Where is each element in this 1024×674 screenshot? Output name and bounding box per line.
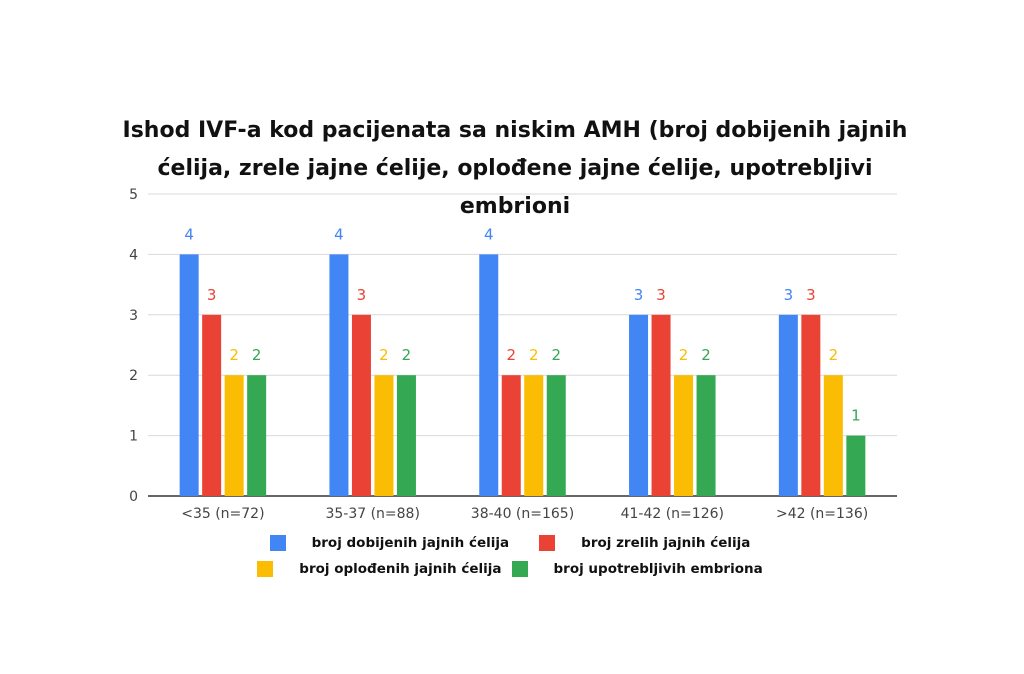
chart-title-line-1: Ishod IVF-a kod pacijenata sa niskim AMH… [122,118,908,143]
bar [479,254,499,496]
bar-data-label: 3 [357,286,367,304]
chart-title-line-2: ćelija, zrele jajne ćelije, oplođene jaj… [157,156,873,219]
legend-swatch-upotrebljivih [511,561,528,577]
bar [501,375,521,496]
bar [801,314,821,496]
bar [351,314,371,496]
bar-data-label: 4 [484,225,494,243]
legend-swatch-oplodjenih [257,561,274,577]
bar-data-label: 4 [184,225,194,243]
bar-data-label: 2 [506,346,516,364]
bar-data-label: 3 [784,286,794,304]
y-tick-label: 3 [129,308,138,324]
legend-item-zrelih[interactable]: broj zrelih jajnih ćelija [539,533,750,553]
legend-item-oplodjenih[interactable]: broj oplođenih jajnih ćelija [257,559,502,579]
bar-data-label: 3 [634,286,644,304]
bar [374,375,394,496]
bar [846,435,866,496]
y-tick-label: 1 [129,429,138,445]
legend-item-upotrebljivih[interactable]: broj upotrebljivih embriona [511,559,763,579]
bar-data-label: 2 [402,346,412,364]
y-tick-label: 0 [129,489,138,505]
bar-data-label: 1 [851,407,861,425]
bar [778,314,798,496]
bar [202,314,222,496]
bar-data-label: 3 [656,286,666,304]
bar [247,375,267,496]
chart-legend: broj dobijenih jajnih ćelija broj zrelih… [150,533,870,579]
legend-swatch-dobijenih [269,535,286,551]
bar-data-label: 2 [551,346,561,364]
bar [224,375,244,496]
bar [674,375,694,496]
bar [329,254,349,496]
y-tick-label: 4 [129,247,138,263]
bar-data-label: 2 [679,346,689,364]
x-tick-label: <35 (n=72) [181,506,264,522]
bar-data-label: 2 [379,346,389,364]
bar-data-label: 4 [334,225,344,243]
legend-label-zrelih: broj zrelih jajnih ćelija [581,535,751,551]
bar [629,314,649,496]
legend-swatch-zrelih [539,535,556,551]
bar [651,314,671,496]
legend-label-oplodjenih: broj oplođenih jajnih ćelija [299,561,502,577]
bar-data-label: 2 [829,346,839,364]
x-tick-label: 35-37 (n=88) [325,506,419,522]
x-tick-label: 38-40 (n=165) [471,506,574,522]
legend-label-upotrebljivih: broj upotrebljivih embriona [553,561,763,577]
legend-label-dobijenih: broj dobijenih jajnih ćelija [311,535,510,551]
y-tick-label: 2 [129,368,138,384]
chart-title: Ishod IVF-a kod pacijenata sa niskim AMH… [100,112,930,226]
bar [546,375,566,496]
bar-data-label: 2 [252,346,262,364]
x-tick-label: >42 (n=136) [776,506,868,522]
bar-data-label: 2 [229,346,239,364]
bar-data-label: 2 [701,346,711,364]
bar [823,375,843,496]
legend-item-dobijenih[interactable]: broj dobijenih jajnih ćelija [269,533,510,553]
bar [396,375,416,496]
bar-data-label: 2 [529,346,539,364]
y-tick-label: 5 [129,187,138,203]
x-tick-label: 41-42 (n=126) [621,506,724,522]
bar [524,375,544,496]
bar-data-label: 3 [806,286,816,304]
bar [696,375,716,496]
bar-data-label: 3 [207,286,217,304]
bar [179,254,199,496]
